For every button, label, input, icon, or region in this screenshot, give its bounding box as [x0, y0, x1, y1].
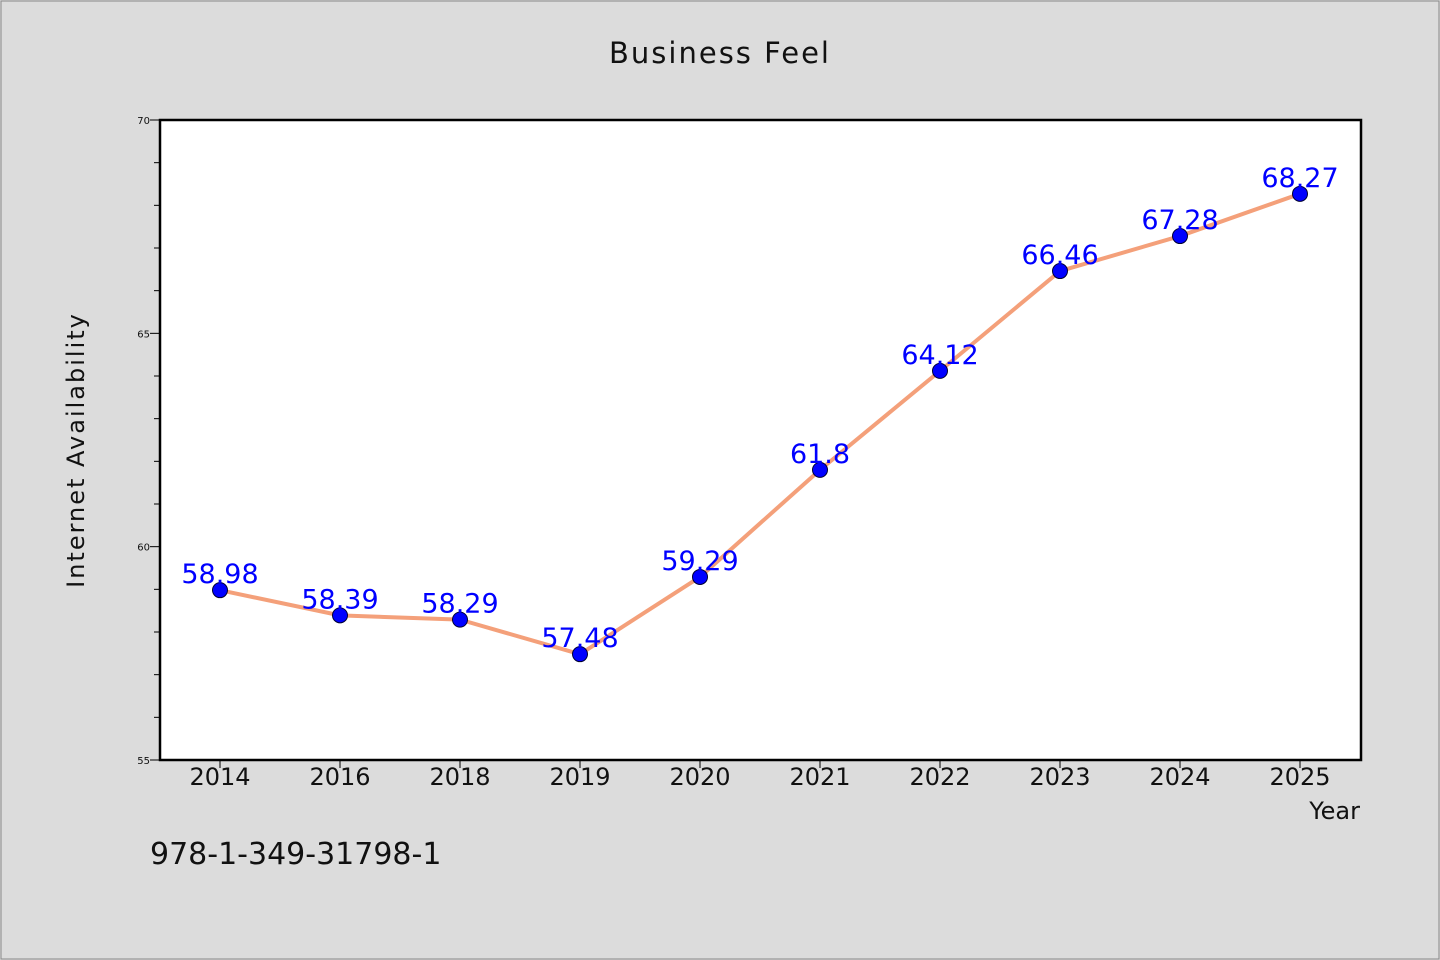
- data-point: [692, 568, 708, 585]
- data-labels: 58.98 58.39 58.29 57.48 59.29 61.8 64.12 66.46 6…: [181, 163, 1338, 654]
- x-tick-label: 2018: [429, 763, 490, 791]
- data-point: [1172, 228, 1188, 245]
- chart-title: Business Feel: [609, 36, 831, 70]
- data-point: [1052, 263, 1068, 280]
- x-tick-label: 2022: [909, 763, 970, 791]
- plot-frame: [158, 118, 1363, 762]
- footnote-isbn: 978-1-349-31798-1: [150, 837, 441, 872]
- series-line: [219, 191, 1301, 657]
- plot-area: [160, 120, 1361, 760]
- x-tick-label: 2020: [669, 763, 730, 791]
- x-axis-label: Year: [1308, 797, 1360, 825]
- y-tick-label: 55: [137, 756, 150, 767]
- data-label: 59.29: [661, 546, 738, 577]
- y-tick-label: 60: [137, 543, 150, 554]
- x-tick-label: 2024: [1149, 763, 1210, 791]
- x-axis-ticks: 2014 2016 2018 2019 2020 2021 2022 2023 2024 2025: [189, 760, 1331, 791]
- y-axis-label: Internet Availability: [62, 312, 90, 588]
- data-point: [1292, 185, 1308, 202]
- data-label: 61.8: [790, 439, 850, 470]
- x-tick-label: 2016: [309, 763, 370, 791]
- data-label: 58.98: [181, 559, 258, 590]
- data-label: 68.27: [1261, 163, 1338, 194]
- x-tick-label: 2019: [549, 763, 610, 791]
- data-point: [572, 646, 588, 663]
- data-label: 64.12: [901, 340, 978, 371]
- y-tick-label: 65: [137, 329, 150, 340]
- x-tick-label: 2014: [189, 763, 250, 791]
- data-point: [932, 362, 948, 379]
- data-label: 58.39: [301, 584, 378, 615]
- x-tick-label: 2023: [1029, 763, 1090, 791]
- x-tick-label: 2025: [1269, 763, 1330, 791]
- y-tick-label: 70: [137, 116, 150, 127]
- data-point: [812, 461, 828, 478]
- data-label: 58.29: [421, 589, 498, 620]
- data-point: [212, 582, 228, 599]
- data-label: 57.48: [541, 623, 618, 654]
- data-point: [332, 607, 348, 624]
- data-label: 67.28: [1141, 205, 1218, 236]
- x-tick-label: 2021: [789, 763, 850, 791]
- data-label: 66.46: [1021, 240, 1098, 271]
- data-markers: [212, 185, 1308, 663]
- data-point: [452, 611, 468, 628]
